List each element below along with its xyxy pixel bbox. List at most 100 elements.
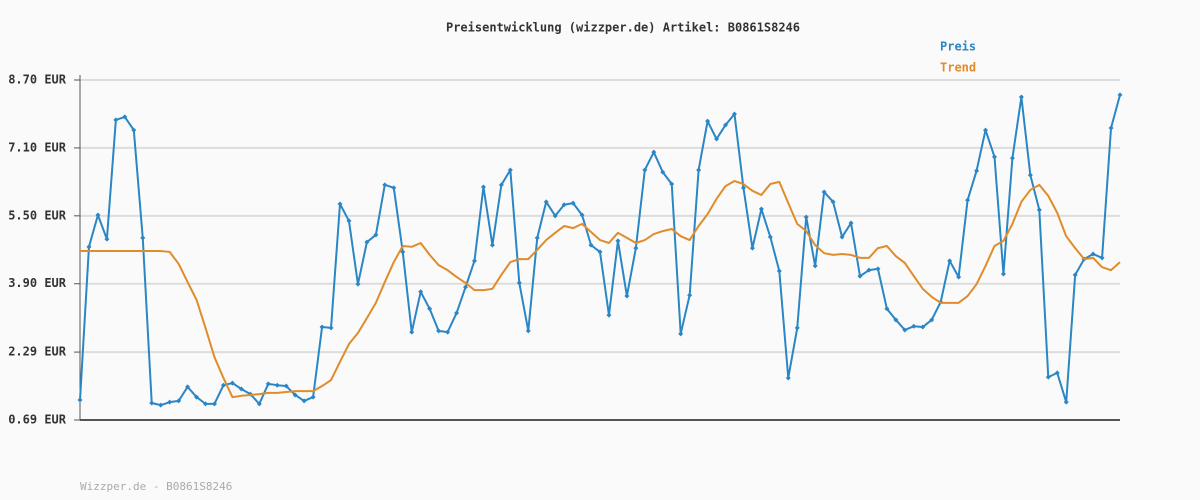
point-marker <box>660 169 666 175</box>
point-marker <box>463 284 469 290</box>
point-marker <box>507 167 513 173</box>
point-marker <box>454 310 460 316</box>
y-tick-label: 8.70 EUR <box>8 73 67 87</box>
point-marker <box>633 245 639 251</box>
point-marker <box>95 212 101 218</box>
point-marker <box>624 293 630 299</box>
point-marker <box>1099 255 1105 261</box>
point-marker <box>283 383 289 389</box>
point-marker <box>158 402 164 408</box>
point-marker <box>651 149 657 155</box>
point-marker <box>310 394 316 400</box>
point-marker <box>776 268 782 274</box>
point-marker <box>489 242 495 248</box>
point-marker <box>991 154 997 160</box>
point-marker <box>911 323 917 329</box>
point-marker <box>543 199 549 205</box>
point-marker <box>821 189 827 195</box>
point-marker <box>265 381 271 387</box>
point-marker <box>678 331 684 337</box>
point-marker <box>875 266 881 272</box>
point-marker <box>525 328 531 334</box>
point-marker <box>301 398 307 404</box>
point-marker <box>436 328 442 334</box>
point-marker <box>534 235 540 241</box>
point-marker <box>86 244 92 250</box>
point-marker <box>893 317 899 323</box>
point-marker <box>122 114 128 120</box>
point-marker <box>256 401 262 407</box>
point-marker <box>409 329 415 335</box>
point-marker <box>391 185 397 191</box>
point-marker <box>373 232 379 238</box>
point-marker <box>1054 370 1060 376</box>
point-marker <box>516 280 522 286</box>
point-marker <box>167 399 173 405</box>
point-marker <box>606 312 612 318</box>
point-marker <box>427 306 433 312</box>
y-tick-label: 0.69 EUR <box>8 413 67 427</box>
point-marker <box>669 181 675 187</box>
point-marker <box>382 182 388 188</box>
point-marker <box>445 329 451 335</box>
point-marker <box>705 118 711 124</box>
point-marker <box>812 263 818 269</box>
point-marker <box>400 249 406 255</box>
point-marker <box>929 317 935 323</box>
point-marker <box>104 236 110 242</box>
point-marker <box>418 289 424 295</box>
point-marker <box>203 401 209 407</box>
point-marker <box>1117 92 1123 98</box>
point-marker <box>1063 399 1069 405</box>
point-marker <box>785 375 791 381</box>
point-marker <box>337 201 343 207</box>
point-marker <box>1027 172 1033 178</box>
point-marker <box>758 206 764 212</box>
point-marker <box>615 238 621 244</box>
point-marker <box>740 185 746 191</box>
point-marker <box>176 398 182 404</box>
point-marker <box>194 394 200 400</box>
point-marker <box>561 202 567 208</box>
point-marker <box>328 325 334 331</box>
point-marker <box>211 401 217 407</box>
point-marker <box>185 384 191 390</box>
y-tick-label: 2.29 EUR <box>8 345 67 359</box>
point-marker <box>274 382 280 388</box>
point-marker <box>974 168 980 174</box>
footer: Wizzper.de - B0861S8246 <box>80 480 232 493</box>
point-marker <box>498 182 504 188</box>
point-marker <box>1036 207 1042 213</box>
point-marker <box>902 327 908 333</box>
point-marker <box>1000 271 1006 277</box>
point-marker <box>346 218 352 224</box>
point-marker <box>480 184 486 190</box>
point-marker <box>77 397 83 403</box>
point-marker <box>113 117 119 123</box>
point-marker <box>588 242 594 248</box>
point-marker <box>579 212 585 218</box>
point-marker <box>687 292 693 298</box>
y-tick-label: 7.10 EUR <box>8 140 67 154</box>
y-tick-label: 5.50 EUR <box>8 208 67 222</box>
point-marker <box>731 111 737 117</box>
point-marker <box>131 127 137 133</box>
point-marker <box>857 273 863 279</box>
point-marker <box>920 324 926 330</box>
point-marker <box>866 267 872 273</box>
point-marker <box>749 245 755 251</box>
point-marker <box>229 380 235 386</box>
point-marker <box>319 324 325 330</box>
point-marker <box>292 392 298 398</box>
y-tick-label: 3.90 EUR <box>8 276 67 290</box>
point-marker <box>597 249 603 255</box>
point-marker <box>570 200 576 206</box>
point-marker <box>1018 94 1024 100</box>
point-marker <box>238 386 244 392</box>
point-marker <box>696 167 702 173</box>
point-marker <box>848 220 854 226</box>
point-marker <box>830 199 836 205</box>
point-marker <box>1072 272 1078 278</box>
